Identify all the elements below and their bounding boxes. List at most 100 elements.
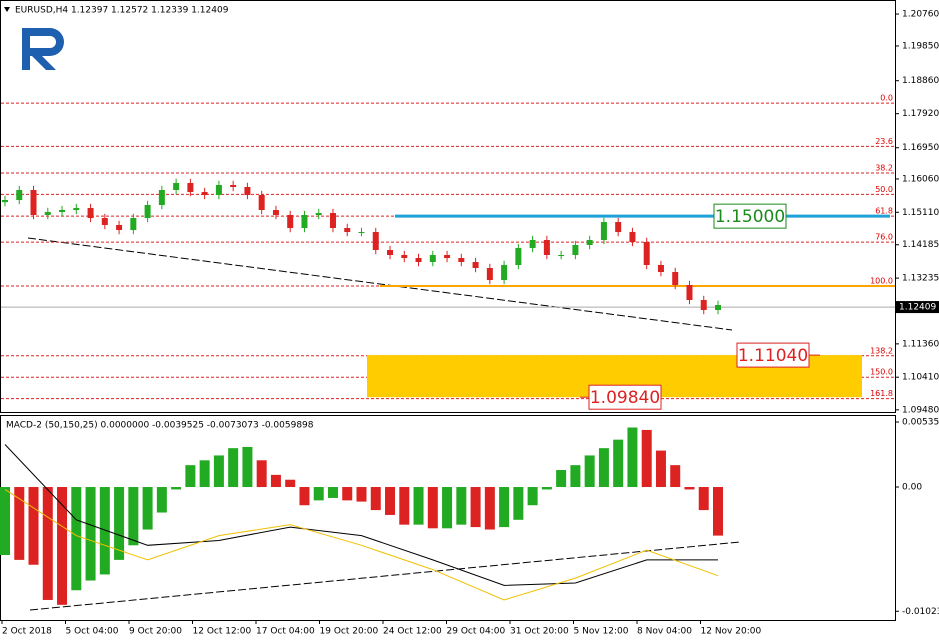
candle-body <box>700 300 707 311</box>
macd-bar <box>598 448 609 488</box>
candle-body <box>643 242 650 265</box>
macd-bar <box>285 479 296 488</box>
y-tick-label: 1.16060 <box>902 174 939 184</box>
candle-body <box>173 182 180 191</box>
zone-low-label: 1.09840 <box>590 388 660 408</box>
macd-bar <box>570 465 581 488</box>
candle-body <box>715 304 721 311</box>
y-tick-label: 1.15110 <box>902 208 939 218</box>
macd-bar <box>556 470 567 488</box>
target-label: 1.15000 <box>715 207 785 227</box>
macd-bar <box>299 487 310 506</box>
candle-body <box>116 224 123 231</box>
candle-body <box>686 284 693 301</box>
macd-bar <box>370 487 381 511</box>
main-frame <box>0 0 896 413</box>
trend-line <box>27 237 733 331</box>
macd-bar <box>655 450 666 488</box>
macd-bar <box>470 487 481 528</box>
candle-body <box>501 264 508 281</box>
x-tick-label: 24 Oct 12:00 <box>383 627 442 637</box>
macd-bar <box>28 487 39 565</box>
macd-bar <box>327 487 338 498</box>
zone-high-label-box <box>736 342 810 368</box>
candle-body <box>387 250 394 255</box>
candle-body <box>372 232 379 251</box>
fib-label: 161.8 <box>870 389 893 398</box>
candle-body <box>629 232 636 243</box>
macd-bar <box>142 487 153 530</box>
candle-body <box>415 258 422 263</box>
candle-body <box>59 210 66 213</box>
candle-body <box>101 218 108 225</box>
candle-body <box>144 204 151 219</box>
macd-bar <box>684 487 695 490</box>
x-tick-label: 8 Nov 04:00 <box>637 627 692 637</box>
macd-bar <box>456 487 467 525</box>
candle-body <box>586 240 593 245</box>
chart-header: EURUSD,H4 1.12397 1.12572 1.12339 1.1240… <box>15 6 229 16</box>
macd-bar <box>385 487 396 515</box>
macd-bar <box>199 460 210 488</box>
macd-bar <box>499 487 510 528</box>
macd-y-tick-label: 0.00 <box>902 483 922 493</box>
macd-bar <box>427 487 438 529</box>
y-tick-label: 1.16950 <box>902 143 939 153</box>
candle-body <box>401 254 408 259</box>
candle-body <box>158 190 165 205</box>
candle-body <box>87 208 94 219</box>
fib-label: 23.6 <box>875 137 893 146</box>
macd-bar <box>670 465 681 488</box>
macd-bar <box>270 474 281 488</box>
candle-body <box>315 212 322 215</box>
candle-body <box>657 264 664 273</box>
macd-header: MACD-2 (50,150,25) 0.0000000 -0.0039525 … <box>6 421 314 431</box>
macd-bar <box>399 487 410 525</box>
macd-bar <box>156 487 167 513</box>
candle-body <box>429 254 436 263</box>
macd-bar <box>713 487 723 536</box>
macd-bar <box>185 465 196 488</box>
candle-body <box>301 214 308 229</box>
fib-label: 0.0 <box>880 94 893 103</box>
zone-low-label-box <box>588 384 662 410</box>
macd-bar <box>313 487 324 501</box>
macd-bar <box>256 460 267 488</box>
macd-line <box>4 489 719 601</box>
x-tick-label: 31 Oct 20:00 <box>510 627 569 637</box>
fib-label: 61.8 <box>875 207 893 216</box>
macd-bar <box>57 487 68 605</box>
macd-bar <box>541 487 552 490</box>
candle-body <box>44 212 51 215</box>
candle-body <box>215 184 222 195</box>
menu-arrow <box>4 7 10 12</box>
candle-body <box>472 262 479 269</box>
x-tick-label: 29 Oct 04:00 <box>447 627 506 637</box>
fib-label: 138.2 <box>870 346 893 355</box>
candle-body <box>358 232 365 234</box>
macd-bar <box>356 487 367 502</box>
fib-label: 50.0 <box>875 185 893 194</box>
macd-bar <box>213 455 224 488</box>
fib-label: 76.0 <box>875 233 893 242</box>
macd-bar <box>128 487 139 546</box>
macd-bar <box>0 487 10 556</box>
y-tick-label: 1.13235 <box>902 274 939 284</box>
x-tick-label: 5 Oct 04:00 <box>66 627 119 637</box>
macd-bar <box>42 487 53 600</box>
macd-bar <box>242 446 253 488</box>
candle-body <box>30 190 37 215</box>
macd-bar <box>527 487 538 506</box>
zone-high-label: 1.11040 <box>738 346 808 366</box>
macd-bar <box>641 429 652 488</box>
macd-bar <box>85 487 96 581</box>
candle-body <box>287 214 294 229</box>
x-tick-label: 2 Oct 2018 <box>2 627 52 637</box>
x-tick-label: 19 Oct 20:00 <box>320 627 379 637</box>
macd-trend-line <box>29 541 741 611</box>
y-tick-label: 1.19850 <box>902 41 939 51</box>
macd-bar <box>114 487 125 560</box>
candle-body <box>672 272 679 285</box>
macd-bar <box>228 448 239 488</box>
x-tick-label: 17 Oct 04:00 <box>256 627 315 637</box>
